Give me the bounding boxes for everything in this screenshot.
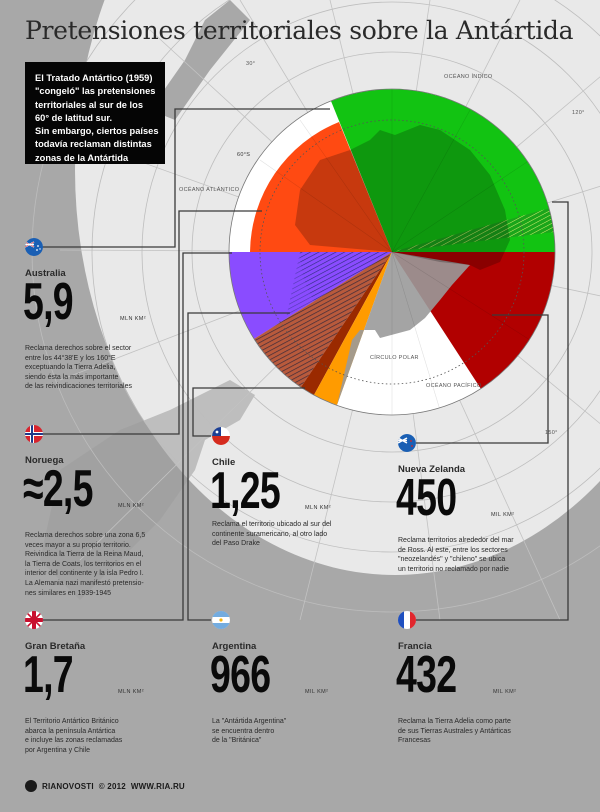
sector-france [392,208,554,252]
france-flag-icon [398,611,416,629]
brand-name: RIANOVOSTI [42,781,94,791]
country-description: Reclama derechos sobre el sector entre lo… [25,345,132,391]
country-name: Francia [398,641,432,652]
country-area-unit: MIL KM² [493,689,517,695]
page-title: Pretensiones territoriales sobre la Antá… [25,16,574,45]
uk-flag-icon [25,611,43,629]
country-area-value: 966 [210,646,271,704]
footer: RIANOVOSTI © 2012 WWW.RIA.RU [25,780,185,792]
country-area-value: 450 [396,469,457,527]
country-description: Reclama el territorio ubicado al sur del… [212,521,332,548]
country-area-unit: MLN KM² [118,503,145,509]
country-area-unit: MLN KM² [120,316,147,322]
intro-line: El Tratado Antártico (1959) [35,73,153,83]
country-area-value: ≈2,5 [23,460,93,518]
country-name: Nueva Zelanda [398,464,466,475]
intro-line: Sin embargo, ciertos países [35,126,159,137]
country-area-unit: MIL KM² [491,512,515,518]
website-link[interactable]: WWW.RIA.RU [130,781,185,791]
sector-argentina [314,252,392,405]
label-30deg: 30° [246,61,256,67]
label-polar-circle: CÍRCULO POLAR [370,355,419,361]
country-area-value: 432 [396,646,457,704]
country-description: El Territorio Antártico Británico abarca … [25,718,123,754]
label-indian-ocean: OCÉANO ÍNDICO [444,74,493,80]
intro-line: todavía reclaman distintas [35,139,152,150]
australia-flag-icon [25,238,43,256]
intro-line: "congeló" las pretensiones [35,86,156,97]
label-atlantic-ocean: OCÉANO ATLÁNTICO [179,187,240,193]
country-area-value: 5,9 [23,273,74,331]
intro-line: zonas de la Antártida [35,152,129,163]
intro-box: El Tratado Antártico (1959) "congeló" la… [25,62,165,164]
sector-norway [250,122,392,252]
sector-uk-overlap [254,252,392,387]
new-zealand-flag-icon [398,434,416,452]
ria-novosti-logo-icon [25,780,37,792]
country-name: Australia [25,268,66,279]
country-description: Reclama territorios alrededor del mar de … [398,537,514,573]
country-area-unit: MLN KM² [118,689,145,695]
connector-norway [42,210,262,435]
country-area-unit: MLN KM² [305,505,332,511]
country-area-unit: MIL KM² [305,689,329,695]
intro-line: 60° de latitud sur. [35,112,113,123]
chile-flag-icon [212,427,230,445]
connector-uk [42,252,232,621]
country-description: La "Antártida Argentina" se encuentra den… [212,718,287,745]
argentina-flag-icon [212,611,230,629]
connector-new-zealand [416,314,549,444]
country-description: Reclama la Tierra Adelia como parte de su… [398,718,511,745]
country-area-value: 1,25 [210,462,281,520]
country-name: Argentina [212,641,257,652]
norway-flag-icon [25,425,43,443]
country-area-value: 1,7 [23,646,74,704]
connector-france [416,201,569,621]
country-name: Gran Bretaña [25,641,86,652]
connector-argentina [187,312,290,621]
country-description: Reclama derechos sobre una zona 6,5 veces… [25,532,146,597]
intro-line: territoriales al sur de los [35,99,143,110]
sector-australia [331,89,555,252]
label-pacific-ocean: OCÉANO PACÍFICO [426,383,482,389]
label-120deg: 120° [572,110,585,116]
connector-australia [42,108,330,248]
copyright: © 2012 [98,781,126,791]
label-150deg: 150° [545,430,558,436]
country-name: Chile [212,457,236,468]
label-60s: 60°S [237,152,251,158]
connector-chile [192,387,305,437]
country-name: Noruega [25,455,64,466]
